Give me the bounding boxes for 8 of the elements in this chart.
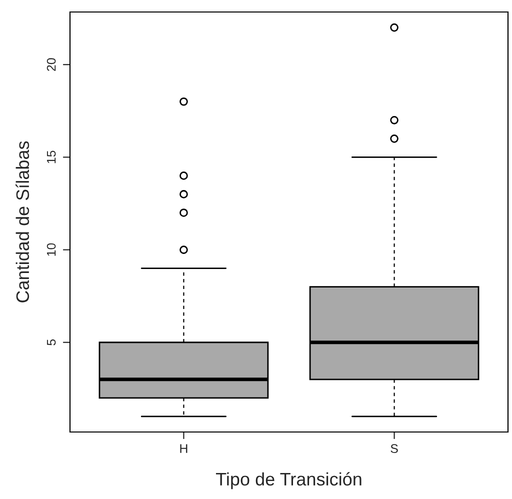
y-tick-label: 15 [47,150,56,164]
y-axis-title: Cantidad de Sílabas [16,141,30,302]
x-tick-label: S [390,444,398,453]
y-tick-label: 20 [46,58,56,71]
y-tick-label: 10 [46,243,56,256]
x-axis-title: Tipo de Transición [216,472,362,490]
x-tick-label: H [180,444,188,453]
y-tick-label: 5 [47,339,56,346]
